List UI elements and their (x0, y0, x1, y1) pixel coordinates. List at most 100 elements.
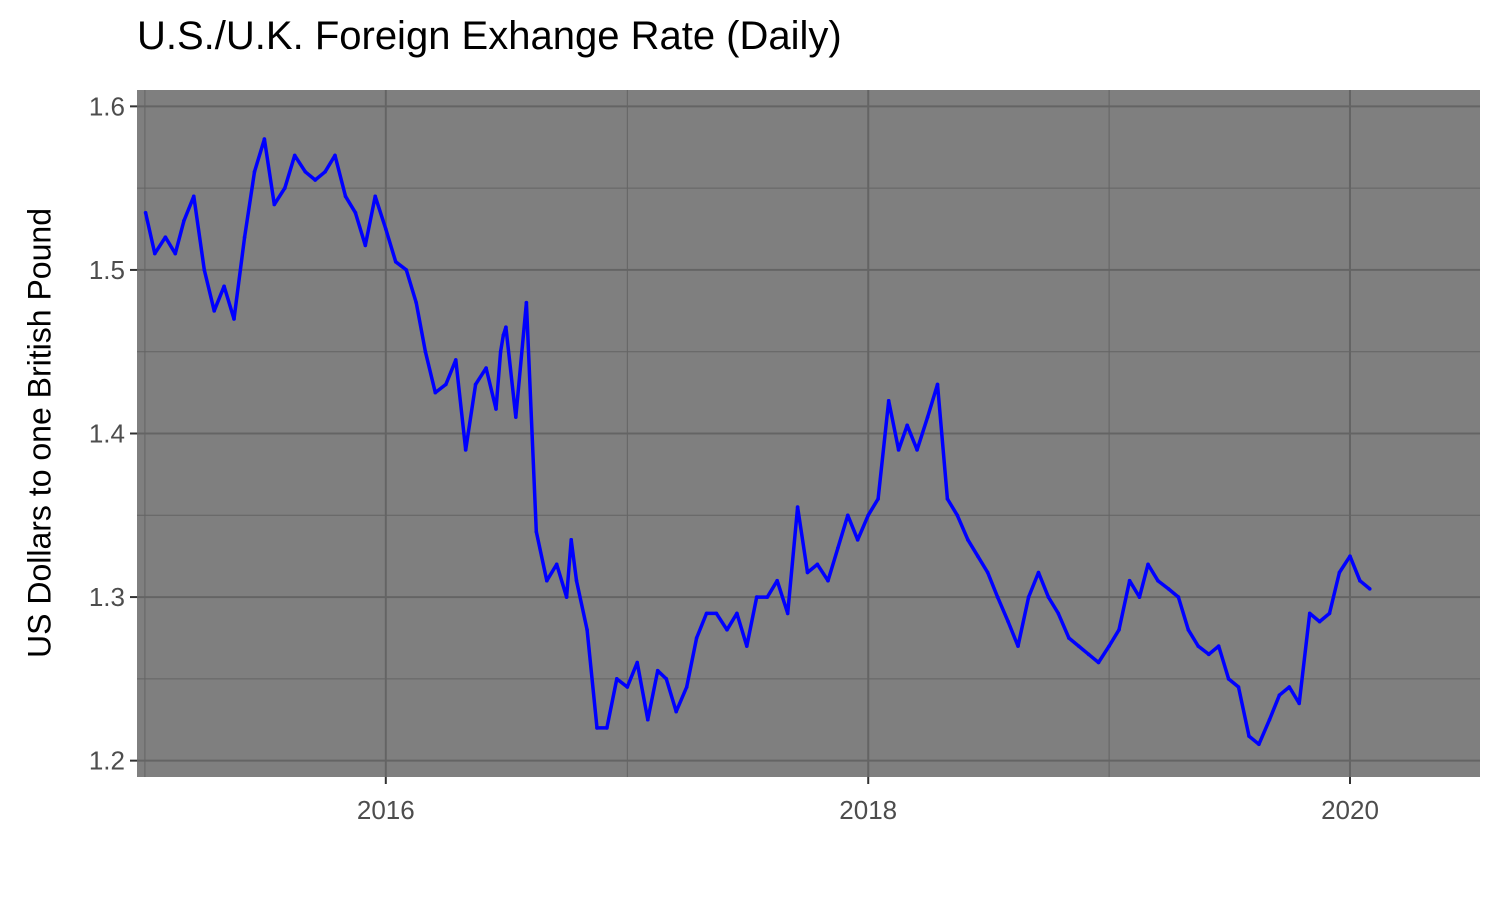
data-point (545, 578, 549, 583)
data-point (333, 153, 337, 158)
data-point (292, 153, 297, 158)
x-tick-label: 2016 (357, 795, 415, 825)
data-point (694, 636, 699, 640)
data-point (1247, 734, 1251, 738)
data-point (313, 178, 317, 182)
y-tick-label: 1.4 (89, 419, 125, 449)
data-point (1166, 587, 1171, 591)
data-point (143, 210, 148, 215)
data-point (473, 382, 478, 387)
data-point (202, 268, 207, 272)
data-point (1327, 611, 1332, 616)
data-point (836, 546, 840, 550)
data-point (1086, 652, 1091, 657)
data-point (222, 284, 226, 289)
series-layer (143, 137, 1371, 747)
data-point (605, 726, 609, 730)
data-point (775, 578, 779, 583)
data-point (985, 570, 990, 575)
data-point (283, 186, 287, 190)
data-point (714, 611, 719, 616)
data-point (212, 309, 217, 313)
data-point (1367, 587, 1372, 591)
data-point (935, 382, 940, 387)
data-point (585, 627, 589, 632)
data-point (353, 210, 358, 215)
data-point (845, 513, 850, 518)
data-point (1016, 644, 1020, 648)
data-point (153, 251, 157, 256)
data-point (1337, 570, 1342, 575)
data-point (504, 325, 508, 329)
data-point (896, 448, 901, 452)
data-point (614, 677, 619, 681)
data-point (905, 423, 909, 428)
data-point (725, 627, 729, 632)
data-point (1176, 595, 1181, 599)
data-point (795, 505, 800, 509)
data-point (1206, 652, 1211, 657)
data-point (514, 415, 518, 419)
data-point (414, 300, 418, 305)
data-point (1146, 562, 1150, 567)
data-point (564, 595, 569, 599)
data-point (655, 668, 660, 673)
data-point (303, 169, 308, 174)
series-line (143, 137, 1371, 747)
data-point (1317, 619, 1322, 624)
data-point (1216, 644, 1221, 648)
data-point (343, 194, 348, 199)
data-point (1257, 742, 1261, 747)
data-points (143, 137, 1372, 747)
data-point (433, 390, 438, 395)
data-point (1036, 570, 1041, 575)
data-point (625, 685, 630, 689)
data-point (754, 595, 759, 599)
data-point (735, 611, 739, 616)
data-point (1277, 693, 1282, 698)
data-point (262, 137, 267, 141)
data-point (1307, 611, 1312, 616)
x-tick-label: 2020 (1321, 795, 1379, 825)
data-point (404, 268, 409, 272)
chart-title: U.S./U.K. Foreign Exhange Rate (Daily) (137, 14, 842, 58)
data-point (182, 219, 186, 223)
data-point (1067, 636, 1071, 640)
data-point (765, 595, 770, 599)
data-point (373, 194, 378, 199)
major-grid (137, 90, 1480, 777)
data-point (995, 595, 1000, 599)
data-point (646, 717, 650, 722)
data-point (453, 358, 458, 362)
data-point (1226, 677, 1231, 681)
data-point (242, 235, 247, 240)
y-axis: 1.2 1.3 1.4 1.5 1.6 (89, 91, 137, 776)
data-point (855, 538, 860, 542)
data-point (484, 366, 488, 370)
data-point (886, 398, 891, 403)
x-tick-label: 2018 (839, 795, 897, 825)
data-point (501, 333, 506, 338)
data-point (363, 243, 368, 248)
data-point (393, 259, 398, 264)
data-point (1358, 578, 1362, 583)
data-point (252, 169, 257, 174)
data-point (664, 677, 669, 681)
data-point (925, 415, 930, 419)
y-tick-label: 1.3 (89, 582, 125, 612)
data-point (785, 611, 790, 616)
data-point (444, 382, 448, 387)
data-point (1117, 627, 1121, 632)
data-point (1348, 554, 1352, 558)
data-point (1267, 717, 1272, 722)
data-point (1297, 701, 1301, 706)
data-point (574, 578, 579, 583)
data-point (1107, 644, 1111, 648)
data-point (955, 513, 960, 518)
data-point (876, 497, 880, 501)
y-tick-label: 1.2 (89, 746, 125, 776)
y-tick-label: 1.6 (89, 91, 125, 121)
data-point (674, 709, 678, 714)
data-point (1127, 578, 1132, 583)
